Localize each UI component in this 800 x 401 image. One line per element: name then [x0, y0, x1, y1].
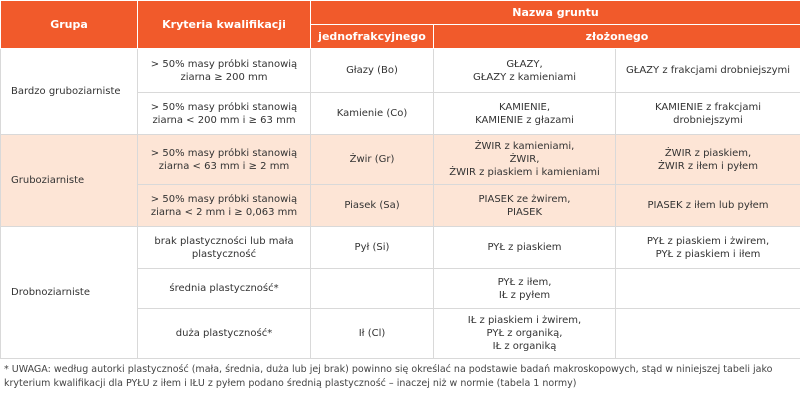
- cell: IŁ z piaskiem i żwirem, PYŁ z organiką, …: [433, 308, 616, 359]
- cell: brak plastyczności lub mała plastyczność: [137, 226, 311, 269]
- grp: Bardzo gruboziarniste: [0, 48, 138, 135]
- cell: PIASEK z iłem lub pyłem: [614, 184, 800, 227]
- cell: ŻWIR z kamieniami, ŻWIR, ŻWIR z piaskiem…: [433, 134, 616, 185]
- header-cell: złożonego: [432, 24, 800, 49]
- cell: [614, 308, 800, 359]
- cell: duża plastyczność*: [137, 308, 311, 359]
- cell: Kamienie (Co): [310, 92, 434, 135]
- grp: Gruboziarniste: [0, 134, 138, 227]
- cell: ŻWIR z piaskiem, ŻWIR z iłem i pyłem: [614, 134, 800, 185]
- cell: > 50% masy próbki stanowią ziarna < 200 …: [137, 92, 311, 135]
- soil-table: Grupa Kryteria kwalifikacji Nazwa gruntu…: [0, 0, 800, 359]
- cell: > 50% masy próbki stanowią ziarna < 2 mm…: [137, 184, 311, 227]
- table-body: Bardzo gruboziarniste > 50% masy próbki s…: [0, 48, 800, 359]
- table-row: średnia plastyczność* PYŁ z iłem, IŁ z py…: [1, 268, 800, 309]
- cell: > 50% masy próbki stanowią ziarna < 63 m…: [137, 134, 311, 185]
- table-row: Gruboziarniste > 50% masy próbki stanowią…: [0, 134, 800, 227]
- table-row: duża plastyczność* Ił (Cl) IŁ z piaskiem i…: [1, 308, 800, 359]
- header-cell: Nazwa gruntu: [309, 0, 800, 25]
- cell: KAMIENIE z frakcjami drobniejszymi: [614, 92, 800, 135]
- cell: PIASEK ze żwirem, PIASEK: [433, 184, 616, 227]
- header-cell: Kryteria kwalifikacji: [137, 0, 311, 49]
- cell: [310, 268, 434, 309]
- grp: Drobnoziarniste: [0, 226, 138, 359]
- cell: średnia plastyczność*: [137, 268, 311, 309]
- cell: Piasek (Sa): [310, 184, 434, 227]
- cell: GŁAZY z frakcjami drobniejszymi: [614, 48, 800, 93]
- cell: Żwir (Gr): [310, 134, 434, 185]
- cell: Ił (Cl): [310, 308, 434, 359]
- cell: GŁAZY, GŁAZY z kamieniami: [433, 48, 616, 93]
- cell: > 50% masy próbki stanowią ziarna ≥ 200 …: [137, 48, 311, 93]
- table-row: > 50% masy próbki stanowią ziarna < 200 …: [1, 92, 800, 135]
- cell: PYŁ z iłem, IŁ z pyłem: [433, 268, 616, 309]
- cell: PYŁ z piaskiem: [433, 226, 616, 269]
- header-cell: jednofrakcyjnego: [310, 24, 434, 49]
- footnote: * UWAGA: według autorki plastyczność (ma…: [4, 364, 773, 389]
- cell: KAMIENIE, KAMIENIE z głazami: [433, 92, 616, 135]
- cell: [614, 268, 800, 309]
- table-row: Bardzo gruboziarniste > 50% masy próbki s…: [0, 48, 800, 135]
- table-row: Drobnoziarniste brak plastyczności lub ma…: [0, 226, 800, 359]
- header-cell: Grupa: [0, 0, 138, 49]
- table-row: > 50% masy próbki stanowią ziarna < 2 mm…: [1, 184, 800, 227]
- cell: PYŁ z piaskiem i żwirem, PYŁ z piaskiem …: [614, 226, 800, 269]
- cell: Pył (Si): [310, 226, 434, 269]
- cell: Głazy (Bo): [310, 48, 434, 93]
